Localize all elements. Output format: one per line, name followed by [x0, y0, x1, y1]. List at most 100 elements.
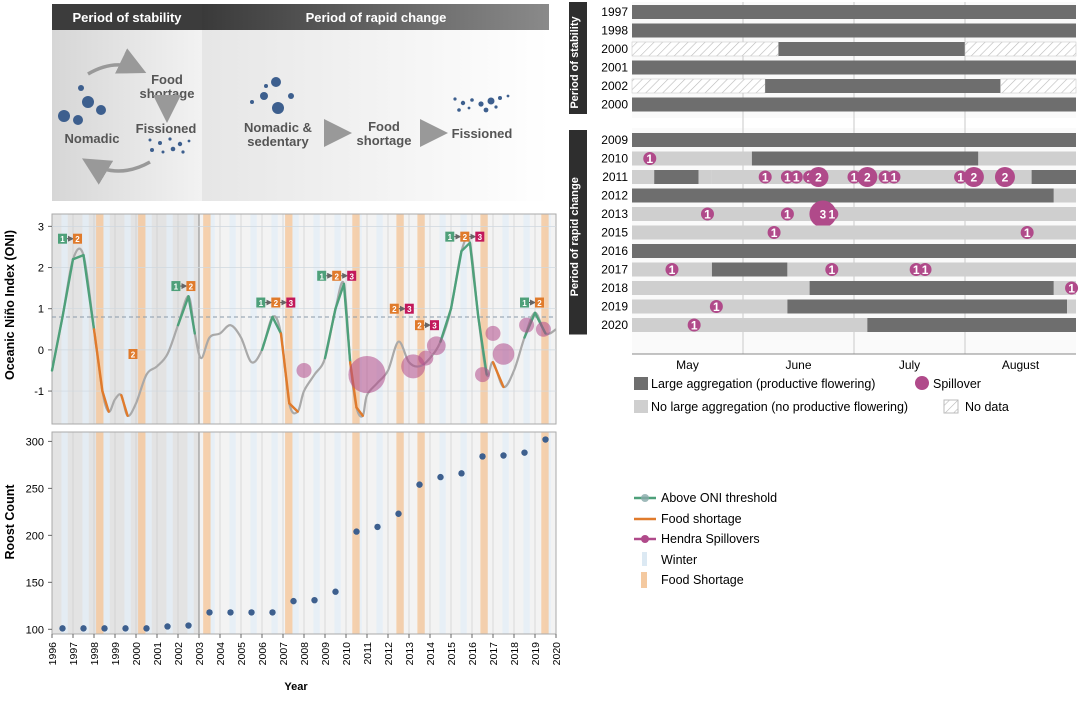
flowering-segment-large: [1031, 170, 1076, 184]
flowering-row: 2018 1: [601, 281, 1079, 296]
oni-spillover-point: [426, 336, 446, 356]
winter-band: [502, 214, 509, 424]
roost-y-tick-label: 100: [26, 624, 44, 636]
svg-text:Spillover: Spillover: [933, 377, 981, 391]
flowering-segment-none: [632, 318, 868, 332]
oni-above-threshold-segment: [460, 241, 472, 253]
oni-food-shortage-segment: [491, 361, 505, 389]
legend-item-above-oni: Above ONI threshold: [634, 491, 777, 505]
flowering-panel: 1997 1998 2000 2001 2002 2000 Period of stabil…: [569, 2, 1079, 372]
annotation-badge-text: 2: [334, 272, 339, 281]
flowering-segment-large: [778, 42, 965, 56]
legend-item-food-shortage-band: Food Shortage: [641, 572, 744, 588]
flowering-row: 2016: [601, 244, 1076, 258]
spillover-count-label: 1: [669, 263, 676, 277]
roost-point: [416, 481, 423, 488]
month-tick-label: July: [899, 358, 920, 372]
winter-band: [502, 432, 509, 634]
oni-above-threshold-segment: [82, 253, 96, 331]
roost-point: [227, 609, 234, 616]
food-shortage-band: [96, 214, 104, 424]
flowering-segment-none: [632, 151, 752, 166]
annotation-badge: [128, 349, 138, 359]
x-tick-label: 1996: [47, 642, 59, 666]
winter-band: [313, 432, 320, 634]
oni-food-shortage-segment: [355, 406, 364, 417]
flowering-segment-large: [711, 262, 788, 277]
legend-item-winter: Winter: [642, 552, 697, 567]
flowering-row: 2009: [601, 133, 1076, 147]
roost-point: [374, 523, 381, 531]
winter-band: [292, 214, 299, 424]
oni-food-shortage-segment: [92, 328, 104, 393]
row-year-label: 2015: [601, 226, 628, 240]
nomadic-label: Nomadic: [65, 131, 120, 146]
flowering-segment-nodata: [631, 78, 766, 94]
spillover-count-label: 1: [691, 319, 698, 333]
roost-point: [143, 625, 150, 632]
roost-point: [521, 449, 528, 456]
flowering-row: 2001: [601, 60, 1076, 75]
spillover-count-label: 1: [922, 263, 929, 277]
spillover-count-label: 1: [771, 226, 778, 240]
spillover-marker: [887, 170, 901, 184]
oni-food-shortage-segment: [101, 389, 110, 413]
annotation-badge-text: 2: [75, 235, 80, 244]
flowering-row: 2017 1 1 1 1: [601, 262, 1076, 277]
food-shortage-band: [541, 214, 549, 424]
flowering-segment-large: [787, 299, 1068, 314]
svg-text:Large aggregation (productive: Large aggregation (productive flowering): [651, 377, 875, 391]
food-shortage-band: [285, 214, 293, 424]
legend-item-food-shortage-line: Food shortage: [634, 512, 742, 526]
flowering-segment-large: [632, 60, 1076, 75]
spillover-count-label: 3: [820, 208, 827, 222]
annotation-badge-text: 1: [448, 233, 453, 242]
x-tick-label: 2018: [509, 642, 521, 666]
roost-point: [500, 452, 507, 459]
annotation-badge-text: 2: [392, 305, 397, 314]
spillover-count-label: 1: [891, 171, 898, 185]
flowering-row: 2000: [601, 97, 1076, 112]
spillover-marker: [758, 170, 772, 184]
flowering-row: 2002: [601, 78, 1077, 94]
period-side-label-bg: [569, 2, 587, 114]
oni-spillover-point: [296, 362, 312, 378]
flowering-segment-none: [632, 299, 788, 314]
spillover-count-label: 1: [646, 152, 653, 166]
roost-panel: 100 150 200 250 300 1996 1997 1998 1999 2000 2001 2…: [26, 431, 563, 666]
legend-right: Large aggregation (productive flowering)…: [634, 376, 1009, 414]
x-tick-label: 2009: [320, 642, 332, 666]
roost-point: [332, 588, 339, 595]
roost-y-tick-label: 250: [26, 483, 44, 495]
spillover-marker: [878, 170, 892, 184]
spillover-count-label: 2: [815, 171, 822, 185]
annotation-badge: [347, 270, 357, 281]
food-shortage-band: [96, 432, 104, 634]
x-tick-label: 2001: [152, 642, 164, 666]
annotation-badge: [389, 303, 399, 314]
x-tick-label: 2010: [341, 642, 353, 666]
spillover-count-label: 1: [784, 171, 791, 185]
flowering-segment-large: [632, 188, 1054, 203]
food-shortage-band: [480, 214, 488, 424]
oni-food-shortage-segment: [279, 332, 291, 405]
food-shortage-band: [352, 214, 360, 424]
flowering-segment-large: [632, 5, 1076, 19]
flowering-segment-none: [632, 207, 1076, 221]
annotation-badge: [186, 281, 196, 292]
month-tick-label: May: [676, 358, 699, 372]
annotation-badge-text: 3: [289, 299, 294, 308]
annotation-badge: [58, 233, 67, 244]
annotation-badge: [404, 303, 414, 314]
roost-point: [101, 625, 108, 632]
x-tick-label: 1999: [110, 642, 122, 666]
oni-above-threshold-segment: [342, 282, 352, 364]
x-tick-label: 2020: [551, 642, 563, 666]
row-year-label: 2002: [601, 79, 628, 93]
legend-item-hendra: Hendra Spillovers: [634, 532, 760, 546]
fissioned-label-2: Fissioned: [452, 126, 513, 141]
oni-food-shortage-segment: [120, 393, 129, 417]
oni-spillover-point: [348, 355, 386, 394]
spillover-marker: [789, 170, 803, 184]
